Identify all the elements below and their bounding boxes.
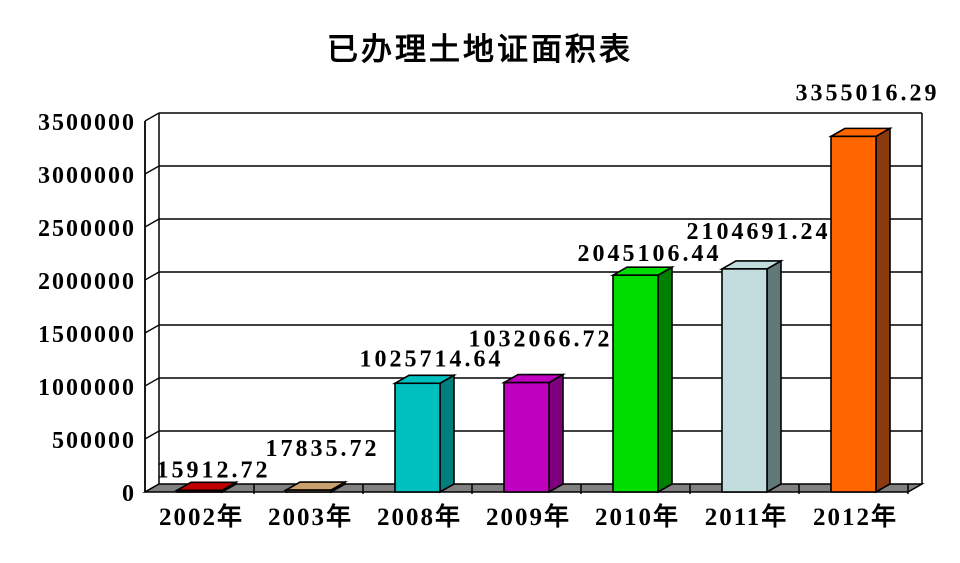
bar-front-face bbox=[176, 489, 223, 493]
bar-front-face bbox=[394, 382, 441, 493]
bar-value-label: 1025714.64 bbox=[360, 346, 504, 372]
bar-front-face bbox=[612, 274, 659, 493]
y-axis-tick-label: 1000000 bbox=[38, 375, 136, 401]
bar-front-face bbox=[503, 381, 550, 493]
plot-area: 0 500000 1000000 1500000 2000000 2500000 30000… bbox=[38, 80, 940, 531]
y-axis-tick-label: 1500000 bbox=[38, 322, 136, 348]
y-axis-tick-label: 2000000 bbox=[38, 269, 136, 295]
bar-value-label: 17835.72 bbox=[266, 436, 380, 462]
y-axis-tick-label: 3000000 bbox=[38, 163, 136, 189]
bar-front-face bbox=[721, 268, 768, 493]
bar-value-label: 1032066.72 bbox=[469, 327, 613, 353]
bar-value-label: 2104691.24 bbox=[687, 219, 831, 245]
x-axis-category-label: 2003年 bbox=[268, 502, 353, 531]
y-tick-mark bbox=[144, 271, 160, 281]
x-axis-category-label: 2012年 bbox=[813, 502, 898, 531]
y-tick-mark bbox=[144, 165, 160, 175]
x-axis-category-label: 2011年 bbox=[705, 502, 789, 531]
bar-side-face bbox=[439, 373, 455, 494]
y-axis-tick-label: 0 bbox=[122, 481, 136, 507]
x-axis-category-label: 2009年 bbox=[486, 502, 571, 531]
x-axis-category-label: 2008年 bbox=[377, 502, 462, 531]
y-tick-mark bbox=[144, 324, 160, 334]
bar-value-label: 2045106.44 bbox=[578, 241, 722, 267]
bar-front-face bbox=[285, 489, 332, 493]
bar-value-label: 15912.72 bbox=[157, 457, 271, 483]
x-axis-category-label: 2010年 bbox=[595, 502, 680, 531]
y-tick-mark bbox=[144, 218, 160, 228]
y-axis-tick-label: 500000 bbox=[52, 428, 136, 454]
bar-side-face bbox=[766, 259, 782, 494]
chart-title: 已办理土地证面积表 bbox=[327, 32, 633, 68]
y-tick-mark bbox=[144, 377, 160, 387]
bar-side-face bbox=[548, 373, 564, 494]
y-axis-tick-label: 3500000 bbox=[38, 110, 136, 136]
x-axis-category-label: 2002年 bbox=[159, 502, 244, 531]
y-tick-mark bbox=[144, 430, 160, 440]
bar-side-face bbox=[875, 126, 891, 494]
y-tick-mark bbox=[144, 112, 160, 122]
bar-front-face bbox=[830, 135, 877, 493]
bar-value-label: 3355016.29 bbox=[796, 80, 940, 106]
y-axis-tick-label: 2500000 bbox=[38, 216, 136, 242]
bar-side-face bbox=[657, 265, 673, 494]
